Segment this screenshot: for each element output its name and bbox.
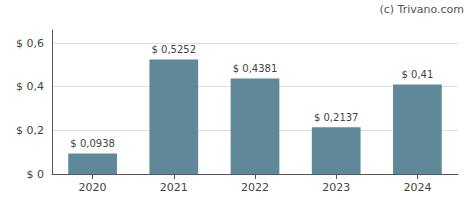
svg-text:$ 0,4381: $ 0,4381 xyxy=(233,63,278,74)
svg-text:2020: 2020 xyxy=(79,181,107,194)
svg-text:$ 0,5252: $ 0,5252 xyxy=(152,44,197,55)
svg-text:2024: 2024 xyxy=(403,181,431,194)
svg-text:$ 0,4: $ 0,4 xyxy=(16,80,44,93)
svg-text:2022: 2022 xyxy=(241,181,269,194)
svg-text:2023: 2023 xyxy=(322,181,350,194)
svg-text:$ 0,2137: $ 0,2137 xyxy=(314,112,359,123)
svg-text:$ 0,2: $ 0,2 xyxy=(16,124,44,137)
svg-text:$ 0,41: $ 0,41 xyxy=(401,69,433,80)
svg-text:$ 0,6: $ 0,6 xyxy=(16,37,44,50)
svg-text:(c) Trivano.com: (c) Trivano.com xyxy=(379,3,464,16)
svg-text:2021: 2021 xyxy=(160,181,188,194)
svg-text:$ 0,0938: $ 0,0938 xyxy=(70,138,115,149)
svg-text:$ 0: $ 0 xyxy=(27,168,45,181)
